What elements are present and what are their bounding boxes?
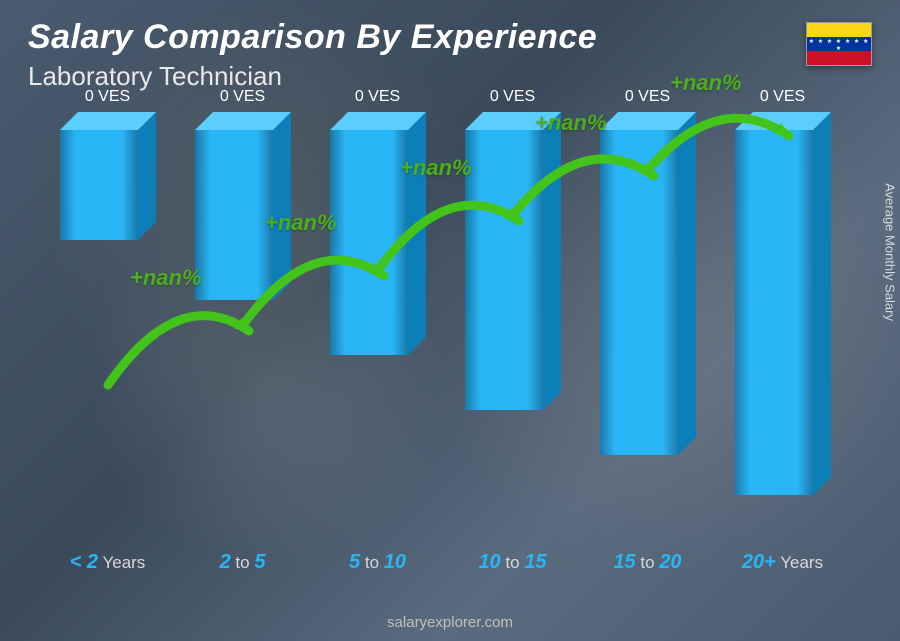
x-axis-label: 5 to 10	[310, 551, 445, 585]
x-axis-label: 15 to 20	[580, 551, 715, 585]
y-axis-label: Average Monthly Salary	[883, 183, 898, 321]
bars-area: 0 VES0 VES0 VES0 VES0 VES0 VES+nan%+nan%…	[40, 130, 850, 545]
x-axis-label: 10 to 15	[445, 551, 580, 585]
x-axis-label: < 2 Years	[40, 551, 175, 585]
bar-value-label: 0 VES	[38, 88, 178, 106]
x-axis-label: 2 to 5	[175, 551, 310, 585]
x-axis-label: 20+ Years	[715, 551, 850, 585]
growth-arrow-icon	[623, 78, 814, 200]
flag-stars: ★ ★ ★ ★ ★ ★ ★ ★	[807, 38, 871, 52]
x-axis-labels: < 2 Years2 to 55 to 1010 to 1515 to 2020…	[40, 551, 850, 585]
bar-value-label: 0 VES	[308, 88, 448, 106]
bar-value-label: 0 VES	[173, 88, 313, 106]
bar-value-label: 0 VES	[443, 88, 583, 106]
bar-side	[138, 112, 156, 240]
country-flag-icon: ★ ★ ★ ★ ★ ★ ★ ★	[806, 22, 872, 66]
bar-side	[813, 112, 831, 495]
bar-chart: 0 VES0 VES0 VES0 VES0 VES0 VES+nan%+nan%…	[40, 130, 850, 585]
flag-stripe-1	[807, 23, 871, 37]
flag-stripe-3	[807, 51, 871, 65]
chart-container: Salary Comparison By Experience Laborato…	[0, 0, 900, 641]
bar-front	[60, 130, 138, 240]
page-title: Salary Comparison By Experience	[28, 18, 597, 57]
footer-credit: salaryexplorer.com	[0, 614, 900, 631]
title-block: Salary Comparison By Experience Laborato…	[28, 18, 597, 92]
